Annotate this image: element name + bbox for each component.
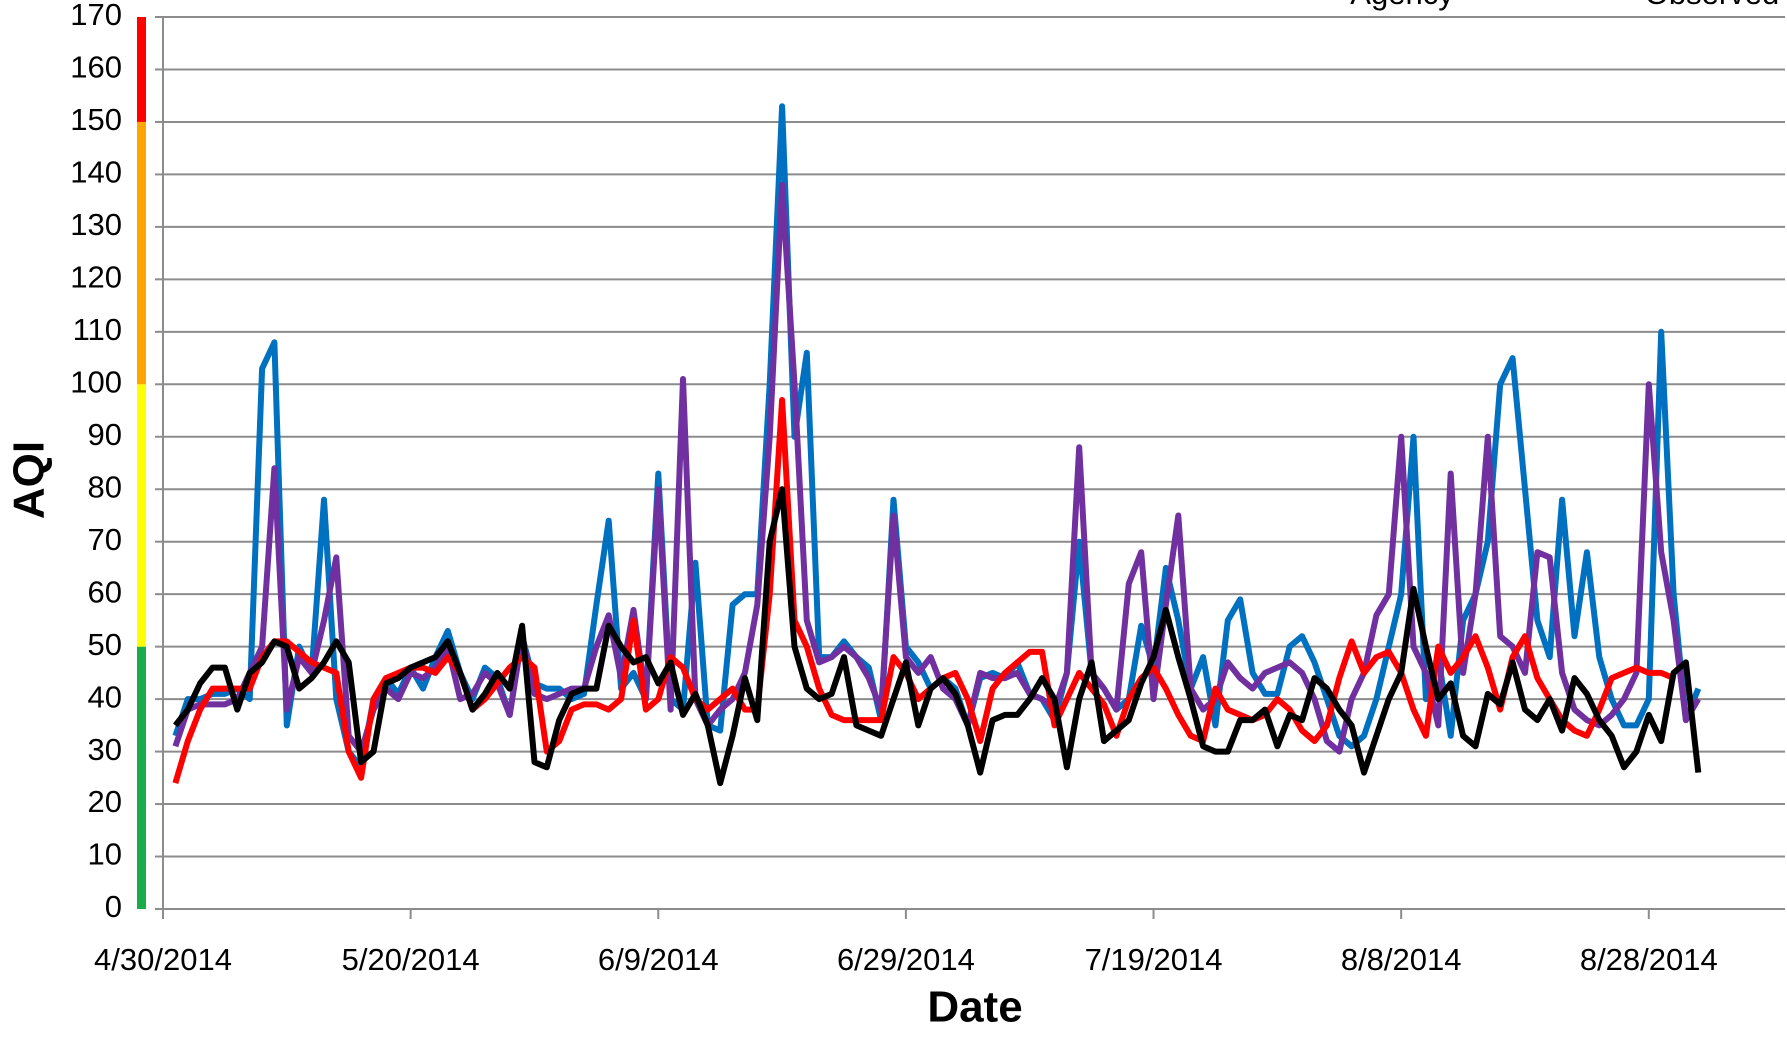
y-tick-label: 140 (70, 155, 122, 190)
y-tick-label: 80 (88, 469, 122, 504)
y-tick-label: 130 (70, 207, 122, 242)
aqi-band (137, 646, 146, 909)
y-tick-label: 170 (70, 0, 122, 32)
x-tick-label: 5/20/2014 (342, 942, 480, 977)
y-tick-label: 10 (88, 837, 122, 872)
y-tick-label: 50 (88, 627, 122, 662)
x-tick-label: 8/8/2014 (1341, 942, 1462, 977)
y-tick-label: 40 (88, 679, 122, 714)
data-line (172, 181, 1701, 755)
y-axis-title: AQI (5, 441, 54, 519)
y-tick-label: 150 (70, 102, 122, 137)
legend-label: Observed (1645, 0, 1779, 11)
x-axis-title: Date (927, 983, 1022, 1032)
y-tick-label: 120 (70, 260, 122, 295)
x-tick-label: 6/29/2014 (837, 942, 975, 977)
x-tick-label: 7/19/2014 (1085, 942, 1223, 977)
data-line (172, 397, 1675, 784)
y-tick-label: 110 (73, 312, 122, 347)
y-tick-label: 60 (88, 574, 122, 609)
x-tick-label: 8/28/2014 (1580, 942, 1718, 977)
y-tick-label: 0 (105, 889, 122, 924)
y-tick-label: 100 (70, 364, 122, 399)
legend-label: Agency (1350, 0, 1454, 11)
y-tick-label: 70 (88, 522, 122, 557)
x-tick-label: 6/9/2014 (598, 942, 719, 977)
aqi-band (137, 17, 146, 122)
y-tick-label: 30 (88, 732, 122, 767)
y-tick-label: 20 (88, 784, 122, 819)
aqi-band (137, 384, 146, 647)
y-tick-label: 160 (70, 50, 122, 85)
x-tick-label: 4/30/2014 (94, 942, 232, 977)
data-line (173, 486, 1702, 787)
y-tick-label: 90 (88, 417, 122, 452)
aqi-band (137, 121, 146, 385)
